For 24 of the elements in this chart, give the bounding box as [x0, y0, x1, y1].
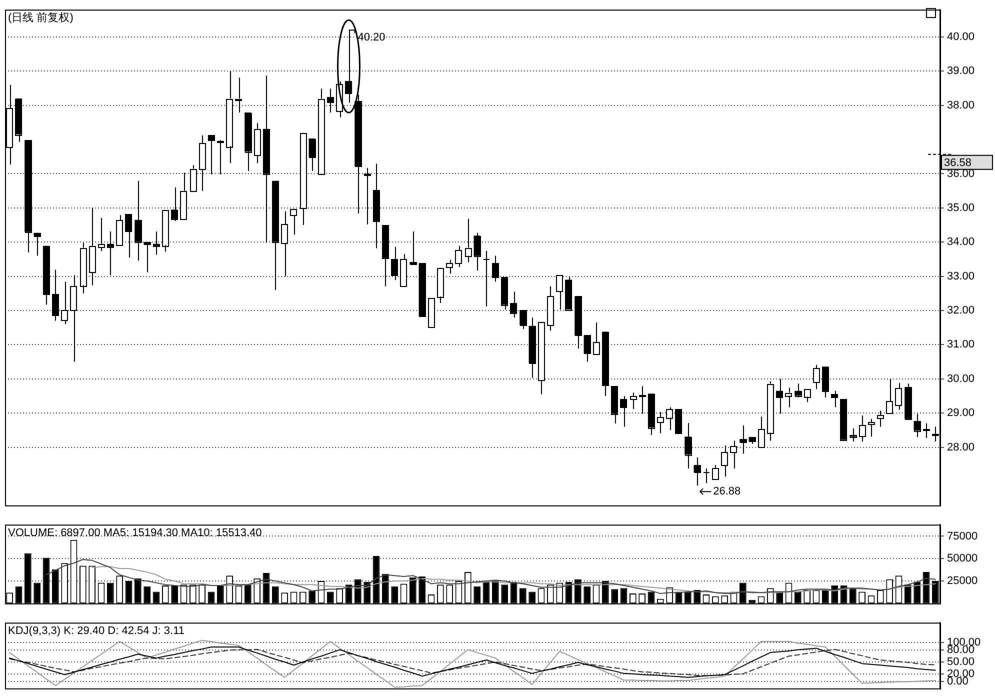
y-tick-label: 29.00 — [947, 407, 975, 420]
y-tick-label: 0.00 — [947, 676, 968, 688]
y-tick-label: 40.00 — [947, 30, 975, 43]
chart-title: KDJ(9,3,3) K: 29.40 D: 42.54 J: 3.11 — [8, 625, 185, 638]
chart-title: VOLUME: 6897.00 MA5: 15194.30 MA10: 15513.40 — [8, 527, 262, 540]
y-tick-label: 32.00 — [947, 304, 975, 317]
chart-title: (日线 前复权) — [8, 11, 74, 24]
y-tick-label: 33.00 — [947, 270, 975, 282]
y-tick-label: 28.00 — [947, 441, 975, 454]
y-tick-label: 34.00 — [947, 236, 975, 248]
y-tick-label: 75000 — [947, 530, 978, 542]
y-tick-label: 38.00 — [947, 99, 975, 112]
y-tick-label: 50000 — [947, 552, 978, 565]
annotation: 26.88 — [713, 486, 741, 498]
ref-line-label: 36.58 — [944, 156, 972, 169]
y-tick-label: 25000 — [947, 575, 978, 588]
y-tick-label: 30.00 — [947, 372, 975, 385]
y-tick-label: 80.00 — [947, 644, 975, 656]
y-tick-label: 50.00 — [947, 656, 975, 668]
annotation: 40.20 — [358, 32, 386, 44]
y-tick-label: 39.00 — [947, 65, 975, 78]
y-tick-label: 35.00 — [947, 202, 975, 214]
y-tick-label: 36.00 — [947, 168, 975, 180]
y-tick-label: 31.00 — [947, 338, 975, 351]
